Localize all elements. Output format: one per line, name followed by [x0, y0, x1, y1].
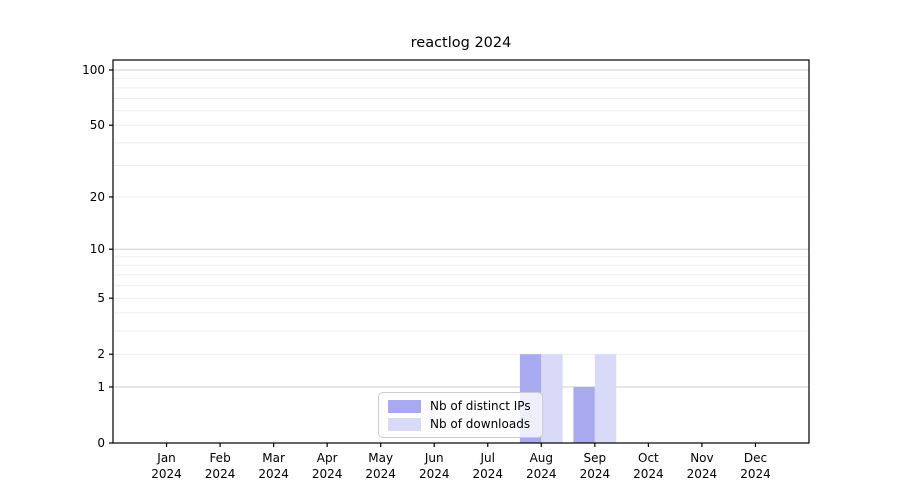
x-tick-label-month: Sep [584, 451, 607, 465]
x-tick-label-year: 2024 [312, 467, 343, 481]
x-tick-label-year: 2024 [472, 467, 503, 481]
bar [541, 354, 563, 443]
x-tick-label-year: 2024 [580, 467, 611, 481]
x-tick-label-month: Dec [744, 451, 767, 465]
bar [594, 354, 617, 443]
y-tick-label: 100 [82, 63, 105, 77]
x-tick-label-year: 2024 [633, 467, 664, 481]
x-tick-label-month: May [368, 451, 393, 465]
x-tick-label-year: 2024 [687, 467, 718, 481]
x-tick-label-month: Aug [530, 451, 553, 465]
y-tick-label: 5 [97, 291, 105, 305]
x-tick-label-month: Nov [690, 451, 713, 465]
x-tick-label-month: Apr [317, 451, 338, 465]
y-tick-label: 0 [97, 436, 105, 450]
y-tick-label: 20 [90, 190, 105, 204]
plot-border [112, 59, 810, 444]
legend: Nb of distinct IPs Nb of downloads [378, 392, 543, 438]
x-tick-label-year: 2024 [258, 467, 289, 481]
legend-item-downloads: Nb of downloads [388, 416, 534, 432]
x-tick-label-month: Mar [262, 451, 285, 465]
x-tick-label-month: Jun [424, 451, 444, 465]
bar [573, 386, 595, 443]
legend-item-distinct-ips: Nb of distinct IPs [388, 398, 534, 414]
x-tick-label-year: 2024 [205, 467, 236, 481]
y-tick-label: 1 [97, 380, 105, 394]
y-tick-label: 10 [90, 242, 105, 256]
x-tick-label-month: Oct [638, 451, 659, 465]
legend-swatch-downloads [388, 417, 421, 431]
legend-swatch-distinct-ips [388, 399, 421, 413]
x-tick-label-month: Jan [156, 451, 176, 465]
x-tick-label-year: 2024 [419, 467, 450, 481]
x-tick-label-month: Jul [480, 451, 495, 465]
y-tick-label: 2 [97, 347, 105, 361]
x-tick-label-year: 2024 [365, 467, 396, 481]
chart-title: reactlog 2024 [410, 35, 512, 51]
x-tick-label-month: Feb [209, 451, 230, 465]
x-tick-label-year: 2024 [526, 467, 557, 481]
legend-label: Nb of downloads [430, 417, 531, 431]
x-tick-label-year: 2024 [740, 467, 771, 481]
x-tick-label-year: 2024 [151, 467, 182, 481]
y-tick-label: 50 [90, 118, 105, 132]
legend-label: Nb of distinct IPs [430, 399, 531, 413]
